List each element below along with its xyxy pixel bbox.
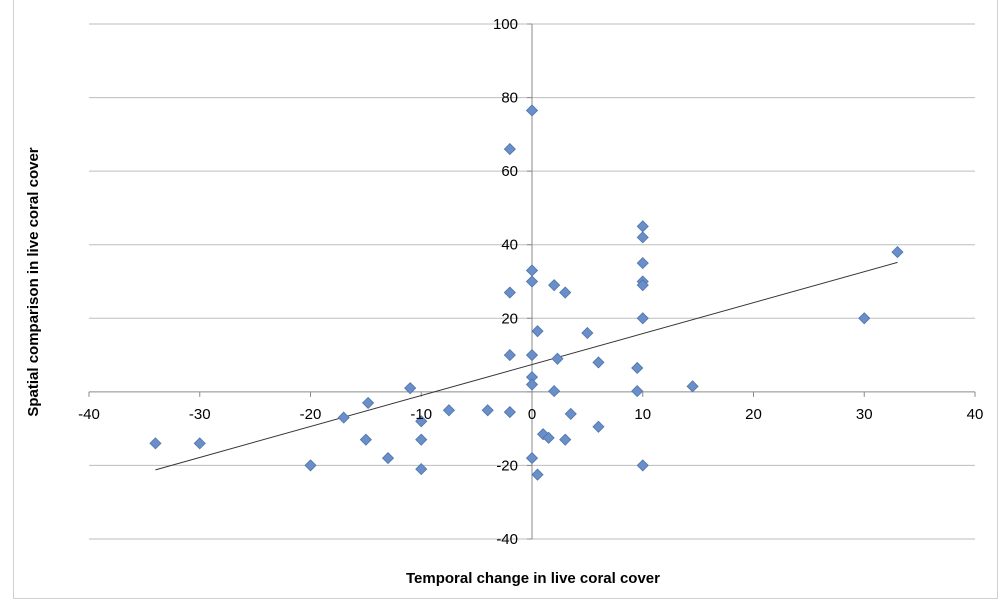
data-point-29 <box>548 385 561 398</box>
x-tick-label-4: 0 <box>528 406 536 423</box>
x-tick-label-0: -40 <box>78 406 100 423</box>
data-point-17 <box>525 104 539 117</box>
y-tick-label-1: -20 <box>496 457 518 474</box>
data-point-4 <box>359 433 372 446</box>
data-point-35 <box>592 356 605 369</box>
data-point-43 <box>636 279 649 292</box>
data-point-33 <box>564 407 577 420</box>
data-point-25 <box>531 468 544 481</box>
data-point-38 <box>631 385 644 398</box>
data-point-28 <box>548 279 561 292</box>
trendline-line <box>155 261 898 471</box>
data-point-48 <box>891 246 904 259</box>
data-point-24 <box>531 325 544 338</box>
data-point-11 <box>442 404 456 417</box>
data-point-20 <box>525 349 539 362</box>
x-tick-label-3: -10 <box>410 406 432 423</box>
data-point-7 <box>404 382 417 395</box>
data-point-45 <box>636 459 649 472</box>
data-point-2 <box>304 459 317 472</box>
x-axis-title: Temporal change in live coral cover <box>406 570 660 587</box>
data-point-16 <box>503 349 516 362</box>
data-point-18 <box>525 264 539 277</box>
data-point-3 <box>337 411 350 424</box>
data-point-37 <box>631 361 644 375</box>
data-point-9 <box>415 433 428 446</box>
data-point-0 <box>149 437 162 450</box>
x-tick-label-5: 10 <box>634 406 651 423</box>
data-point-1 <box>193 437 206 450</box>
y-tick-label-3: 20 <box>501 310 518 327</box>
y-tick-label-5: 60 <box>501 163 518 180</box>
data-point-47 <box>858 312 871 325</box>
x-tick-label-8: 40 <box>967 406 984 423</box>
data-point-44 <box>636 312 649 325</box>
data-point-23 <box>525 452 539 465</box>
x-tick-label-7: 30 <box>856 406 873 423</box>
x-tick-label-2: -20 <box>300 406 322 423</box>
data-point-15 <box>503 143 516 156</box>
y-tick-label-6: 80 <box>501 90 518 107</box>
data-point-5 <box>362 396 375 409</box>
chart-frame <box>13 0 998 599</box>
y-axis-title: Spatial comparison in live coral cover <box>25 147 42 416</box>
data-point-14 <box>503 286 516 299</box>
data-point-31 <box>559 286 572 299</box>
y-tick-label-4: 40 <box>501 237 518 254</box>
trendline <box>155 261 898 471</box>
data-point-13 <box>503 406 516 419</box>
data-point-10 <box>415 463 428 476</box>
y-tick-label-0: -40 <box>496 531 518 548</box>
data-points <box>149 104 904 481</box>
data-point-32 <box>559 433 572 446</box>
data-point-40 <box>636 231 649 244</box>
data-point-8 <box>415 415 428 428</box>
data-point-46 <box>686 380 699 393</box>
x-tick-label-6: 20 <box>745 406 762 423</box>
data-point-36 <box>592 420 605 433</box>
data-point-34 <box>581 326 594 340</box>
data-point-41 <box>636 257 649 270</box>
data-point-30 <box>551 352 564 365</box>
data-point-39 <box>636 220 649 233</box>
data-point-6 <box>381 452 395 465</box>
data-point-22 <box>525 378 539 391</box>
y-tick-label-7: 100 <box>493 16 518 33</box>
data-point-27 <box>542 431 555 444</box>
x-tick-label-1: -30 <box>189 406 211 423</box>
data-point-12 <box>481 404 494 417</box>
y-tick-labels: -40 -20 20 40 60 80 100 <box>493 16 518 548</box>
x-tick-labels: -40 -30 -20 -10 0 10 20 30 40 <box>78 406 983 423</box>
data-point-19 <box>525 275 539 288</box>
